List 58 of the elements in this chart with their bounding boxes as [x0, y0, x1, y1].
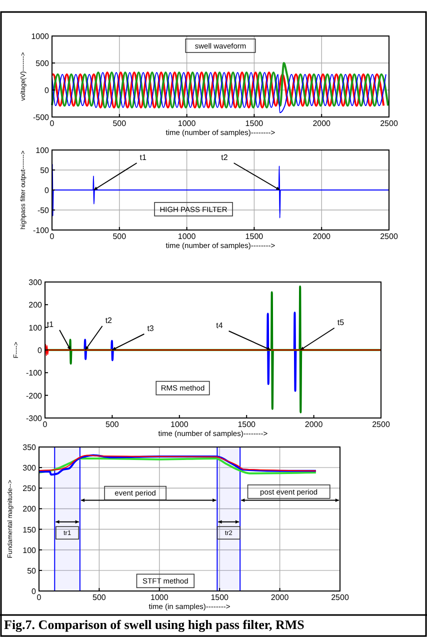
- x-tick-label: 500: [112, 232, 127, 241]
- y-tick-label: 0: [32, 587, 37, 596]
- x-tick-label: 2000: [312, 119, 332, 128]
- x-tick-label: 2000: [270, 593, 290, 602]
- x-tick-label: 2500: [380, 119, 398, 128]
- annotation: t2: [221, 153, 228, 162]
- x-tick-label: 1500: [210, 593, 230, 602]
- x-tick-label: 2500: [380, 232, 398, 241]
- annotation: t1: [46, 320, 54, 329]
- line-series: [38, 454, 316, 472]
- y-tick-label: -100: [26, 368, 43, 378]
- y-tick-label: -50: [37, 206, 50, 215]
- x-tick-label: 1000: [150, 593, 169, 602]
- x-tick-label: 1000: [178, 232, 196, 241]
- line-series: [38, 458, 317, 474]
- y-tick-label: 50: [27, 566, 37, 576]
- y-tick-label: 350: [22, 443, 37, 452]
- line-series: [38, 454, 317, 476]
- y-tick-label: 1000: [31, 32, 50, 41]
- line-series: [51, 62, 390, 109]
- y-tick-label: 0: [38, 346, 43, 355]
- x-tick-label: 2000: [304, 420, 324, 429]
- y-tick-label: 300: [22, 464, 37, 473]
- y-tick-label: 200: [22, 504, 37, 514]
- x-tick-label: 500: [106, 420, 120, 429]
- y-tick-label: 0: [44, 186, 50, 195]
- x-tick-label: 1500: [245, 119, 264, 128]
- x-tick-label: 1000: [170, 420, 189, 429]
- y-tick-label: -300: [26, 414, 43, 423]
- annotation: t4: [216, 321, 224, 330]
- x-tick-label: 500: [112, 119, 127, 128]
- y-tick-label: 100: [22, 546, 37, 555]
- y-tick-label: 100: [36, 146, 50, 155]
- line-series: [44, 344, 382, 356]
- y-tick-label: 100: [28, 323, 43, 332]
- annotation: t3: [147, 324, 154, 333]
- y-tick-label: 50: [40, 166, 50, 175]
- y-tick-label: 300: [28, 278, 43, 287]
- y-tick-label: 250: [22, 484, 37, 494]
- annotation: t2: [105, 316, 113, 325]
- x-tick-label: 1000: [178, 119, 196, 128]
- x-tick-label: 1500: [245, 232, 264, 241]
- y-tick-label: -100: [32, 226, 50, 235]
- y-tick-label: 0: [44, 86, 50, 95]
- y-tick-label: 200: [28, 300, 43, 310]
- line-series: [52, 164, 390, 218]
- annotation: t1: [140, 153, 148, 162]
- x-tick-label: 1500: [238, 420, 256, 429]
- x-tick-label: 2500: [331, 593, 350, 602]
- y-tick-label: -200: [26, 391, 43, 400]
- annotation: t5: [337, 318, 345, 327]
- y-tick-label: 500: [36, 59, 50, 68]
- y-tick-label: 150: [22, 525, 37, 534]
- x-tick-label: 2000: [312, 232, 332, 241]
- caption: Fig.7. Comparison of swell using high pass filter, RMS: [4, 617, 304, 632]
- y-tick-label: -500: [32, 113, 50, 122]
- x-tick-label: 2500: [372, 420, 390, 429]
- x-tick-label: 500: [92, 593, 106, 602]
